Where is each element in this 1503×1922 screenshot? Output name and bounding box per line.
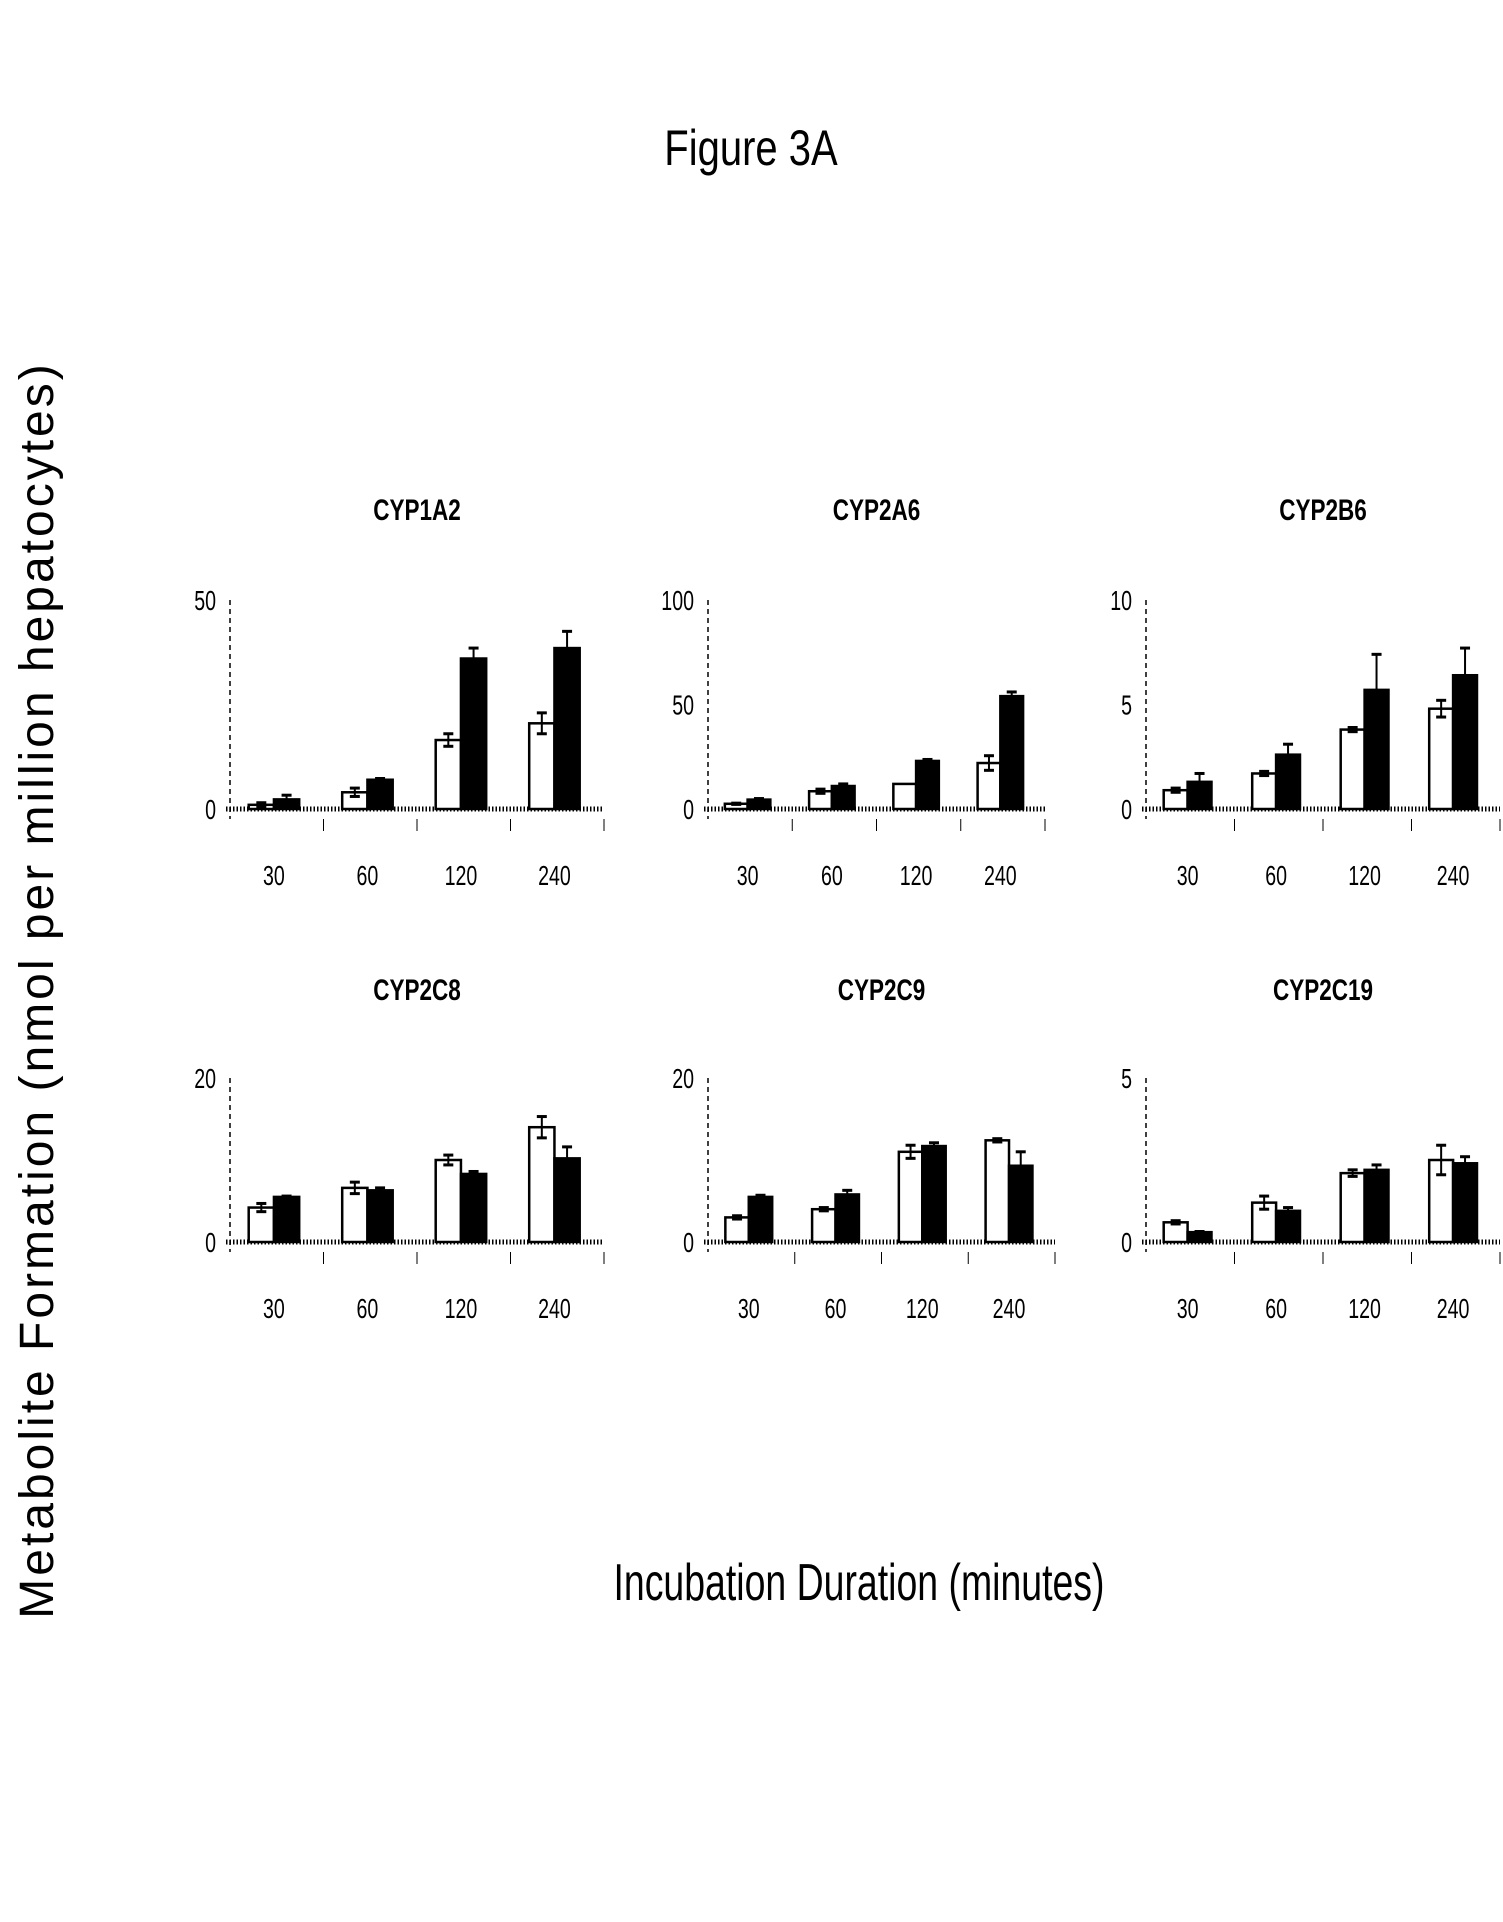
bar-white (529, 1127, 554, 1242)
figure-title: Figure 3A (664, 120, 838, 176)
bar-black (836, 1194, 859, 1242)
bar-black (554, 648, 579, 809)
x-tick-label: 120 (445, 1294, 478, 1325)
x-tick-label: 240 (538, 861, 571, 892)
x-tick-label: 240 (993, 1294, 1026, 1325)
figure: Figure 3A Metabolite Formation (nmol per… (0, 0, 1503, 1922)
x-tick-label: 30 (1177, 1294, 1199, 1325)
x-tick-label: 120 (906, 1294, 939, 1325)
y-tick-label: 0 (205, 1228, 216, 1259)
bar-white (1341, 730, 1365, 809)
panel-cyp1a2: CYP1A2 0 50 30 60 120 240 (194, 493, 604, 892)
panel-cyp2c19: CYP2C19 0 5 30 60 120 240 (1121, 973, 1500, 1325)
panel-title: CYP2C19 (1273, 973, 1373, 1007)
panel-title: CYP2C8 (373, 973, 460, 1007)
x-tick-label: 240 (1437, 1294, 1470, 1325)
x-tick-label: 60 (357, 861, 379, 892)
x-tick-label: 60 (1265, 861, 1287, 892)
y-tick-label: 50 (194, 586, 216, 617)
x-tick-label: 30 (263, 861, 285, 892)
bar-black (367, 780, 392, 809)
y-tick-label: 100 (661, 586, 694, 617)
x-tick-label: 240 (538, 1294, 571, 1325)
y-tick-label: 0 (205, 795, 216, 826)
x-tick-label: 30 (263, 1294, 285, 1325)
bar-white (529, 723, 554, 809)
bar-black (461, 659, 486, 809)
bar-white (725, 1217, 748, 1242)
x-tick-label: 30 (738, 1294, 760, 1325)
bar-white (1341, 1173, 1365, 1242)
bar-black (461, 1174, 486, 1242)
panel-cyp2a6: CYP2A6 0 50 100 30 60 120 240 (661, 493, 1045, 892)
y-tick-label: 0 (1121, 795, 1132, 826)
x-tick-label: 60 (821, 861, 843, 892)
bar-white (986, 1140, 1009, 1242)
bar-white (812, 1209, 835, 1242)
y-tick-label: 20 (194, 1064, 216, 1095)
bar-black (1453, 1163, 1477, 1242)
x-tick-label: 240 (984, 861, 1017, 892)
y-tick-label: 50 (672, 690, 694, 721)
bar-black (922, 1146, 945, 1242)
y-tick-label: 20 (672, 1064, 694, 1095)
bar-white (436, 1160, 461, 1242)
panel-cyp2c8: CYP2C8 0 20 30 60 120 240 (194, 973, 604, 1325)
bar-black (1000, 696, 1023, 809)
x-axis-label: Incubation Duration (minutes) (613, 1553, 1104, 1612)
bar-black (274, 1197, 299, 1242)
y-tick-label: 10 (1110, 586, 1132, 617)
panel-title: CYP2A6 (833, 493, 920, 527)
bar-black (367, 1190, 392, 1242)
y-axis-label: Metabolite Formation (nmol per million h… (11, 361, 64, 1618)
panel-cyp2b6: CYP2B6 0 5 10 30 60 120 240 (1110, 493, 1500, 892)
bar-black (1365, 1170, 1389, 1242)
bar-white (893, 784, 916, 809)
bar-white (342, 1188, 367, 1242)
bar-black (749, 1197, 772, 1242)
y-tick-label: 0 (683, 1228, 694, 1259)
bar-black (916, 761, 939, 809)
bar-white (899, 1152, 922, 1242)
bar-white (1252, 773, 1276, 809)
y-tick-label: 0 (1121, 1228, 1132, 1259)
x-tick-label: 120 (900, 861, 933, 892)
x-tick-label: 60 (1265, 1294, 1287, 1325)
x-tick-label: 120 (445, 861, 478, 892)
x-tick-label: 60 (825, 1294, 847, 1325)
y-tick-label: 5 (1121, 1064, 1132, 1095)
y-tick-label: 5 (1121, 690, 1132, 721)
bar-white (1429, 709, 1453, 809)
x-tick-label: 30 (737, 861, 759, 892)
panel-title: CYP1A2 (373, 493, 460, 527)
x-tick-label: 60 (357, 1294, 379, 1325)
x-tick-label: 240 (1437, 861, 1470, 892)
panel-title: CYP2C9 (838, 973, 925, 1007)
y-tick-label: 0 (683, 795, 694, 826)
panel-cyp2c9: CYP2C9 0 20 30 60 120 240 (672, 973, 1055, 1325)
x-tick-label: 30 (1177, 861, 1199, 892)
x-tick-label: 120 (1348, 861, 1381, 892)
x-tick-label: 120 (1348, 1294, 1381, 1325)
bar-white (436, 740, 461, 809)
panel-title: CYP2B6 (1279, 493, 1366, 527)
